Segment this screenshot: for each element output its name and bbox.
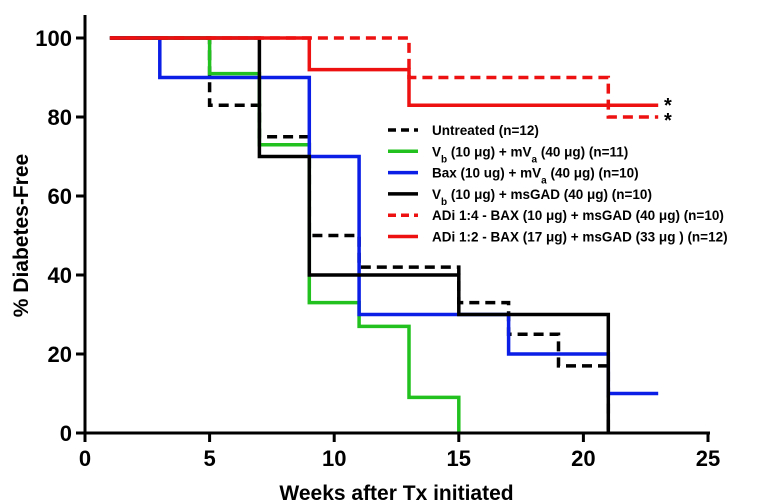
y-tick-label: 100 xyxy=(35,26,72,51)
legend-text-part: ADi 1:4 - BAX (10 μg) + msGAD (40 μg) (n… xyxy=(432,208,724,223)
series-line-5 xyxy=(109,36,659,119)
legend-text-part: V xyxy=(432,144,441,159)
legend-label-5: ADi 1:4 - BAX (10 μg) + msGAD (40 μg) (n… xyxy=(432,208,724,223)
y-tick-label: 80 xyxy=(48,105,72,130)
x-tick-label: 25 xyxy=(696,446,720,471)
annotations: ** xyxy=(664,95,672,132)
x-tick-label: 20 xyxy=(571,446,595,471)
x-tick-label: 15 xyxy=(447,446,471,471)
x-tick-label: 0 xyxy=(79,446,91,471)
series-line-4 xyxy=(109,36,611,433)
legend-subscript: a xyxy=(532,154,538,165)
legend-subscript: b xyxy=(441,196,447,207)
legend-subscript: a xyxy=(541,175,547,186)
legend-text-part: Bax (10 ug) + mV xyxy=(432,166,541,181)
x-axis-title: Weeks after Tx initiated xyxy=(279,482,513,504)
legend-text-part: ADi 1:2 - BAX (17 μg) + msGAD (33 μg ) (… xyxy=(432,230,728,245)
legend-label-2: Vb (10 μg) + mVa (40 μg) (n=11) xyxy=(432,144,628,165)
y-tick-label: 60 xyxy=(48,184,72,209)
y-tick-label: 20 xyxy=(48,342,72,367)
legend-label-6: ADi 1:2 - BAX (17 μg) + msGAD (33 μg ) (… xyxy=(432,230,728,245)
x-tick-label: 5 xyxy=(203,446,215,471)
series-line-1 xyxy=(109,36,611,433)
significance-asterisk: * xyxy=(664,110,672,132)
legend-label-1: Untreated (n=12) xyxy=(432,123,539,138)
legend-text-part: Untreated (n=12) xyxy=(432,123,539,138)
legend-text-part: (10 μg) + msGAD (40 μg) (n=10) xyxy=(447,187,652,202)
legend: Untreated (n=12)Vb (10 μg) + mVa (40 μg)… xyxy=(388,123,728,245)
legend-label-4: Vb (10 μg) + msGAD (40 μg) (n=10) xyxy=(432,187,652,208)
legend-subscript: b xyxy=(441,154,447,165)
significance-asterisk: * xyxy=(664,95,672,117)
legend-text-part: (40 μg) (n=11) xyxy=(537,144,628,159)
y-axis-title: % Diabetes-Free xyxy=(10,154,33,317)
legend-text-part: (40 μg) (n=10) xyxy=(547,166,639,181)
series-line-2 xyxy=(109,36,461,433)
series-line-6 xyxy=(109,36,659,107)
x-tick-label: 10 xyxy=(322,446,346,471)
legend-text-part: V xyxy=(432,187,441,202)
y-tick-label: 40 xyxy=(48,263,72,288)
axes-layer: 0 5 10 15 20 25 0 20 40 60 80 100 Weeks after Tx ini… xyxy=(10,15,720,504)
legend-text-part: (10 μg) + mV xyxy=(447,144,531,159)
series-layer xyxy=(109,36,659,433)
y-tick-label: 0 xyxy=(60,421,72,446)
legend-label-3: Bax (10 ug) + mVa (40 μg) (n=10) xyxy=(432,166,639,187)
